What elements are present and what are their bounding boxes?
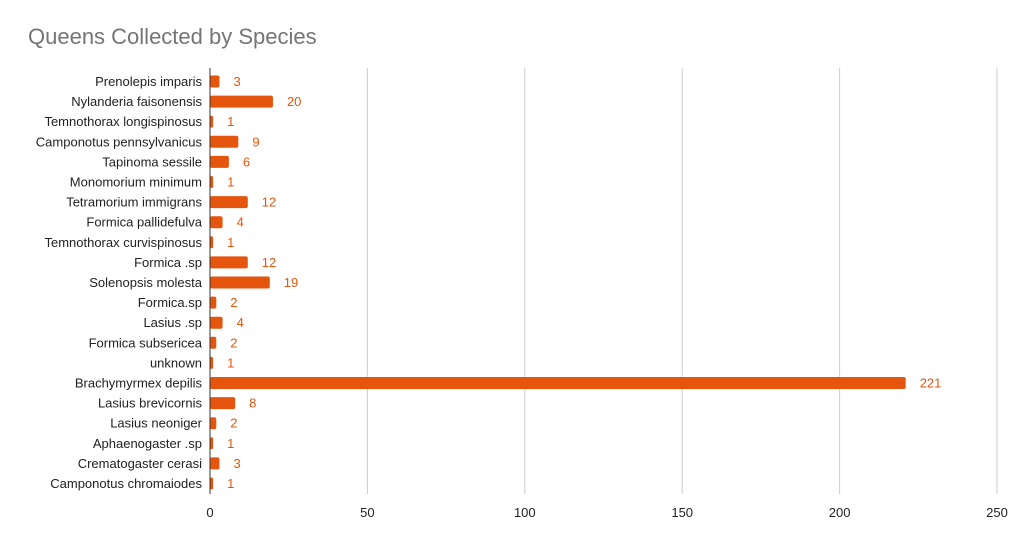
- data-label: 1: [227, 114, 234, 129]
- grid-lines: [367, 68, 997, 494]
- bar: [210, 457, 219, 469]
- data-label: 4: [237, 215, 244, 230]
- data-label: 1: [227, 175, 234, 190]
- category-label: Temnothorax curvispinosus: [44, 235, 202, 250]
- x-axis-ticks: 0 50 100 150 200 250: [206, 505, 1007, 520]
- category-label: Temnothorax longispinosus: [44, 114, 202, 129]
- bar: [210, 397, 235, 409]
- data-label: 20: [287, 94, 301, 109]
- data-label: 2: [230, 295, 237, 310]
- category-label: Lasius neoniger: [110, 416, 202, 431]
- x-tick-label: 50: [360, 505, 374, 520]
- data-label: 1: [227, 436, 234, 451]
- category-label: Crematogaster cerasi: [78, 456, 202, 471]
- category-label: Formica pallidefulva: [86, 215, 202, 230]
- category-label: Tetramorium immigrans: [66, 195, 202, 210]
- data-label: 12: [262, 195, 276, 210]
- bar: [210, 377, 906, 389]
- data-label: 2: [230, 416, 237, 431]
- category-label: Tapinoma sessile: [102, 154, 202, 169]
- category-label: Monomorium minimum: [70, 175, 202, 190]
- data-label: 3: [233, 456, 240, 471]
- bar: [210, 417, 216, 429]
- data-label: 221: [920, 376, 942, 391]
- bar: [210, 196, 248, 208]
- data-label: 1: [227, 476, 234, 491]
- category-label: Camponotus chromaiodes: [50, 476, 202, 491]
- bar: [210, 297, 216, 309]
- category-label: Lasius .sp: [143, 315, 202, 330]
- bar: [210, 337, 216, 349]
- data-label: 1: [227, 235, 234, 250]
- x-tick-label: 200: [829, 505, 851, 520]
- data-label: 1: [227, 355, 234, 370]
- category-label: Lasius brevicornis: [98, 396, 203, 411]
- category-label: Formica .sp: [134, 255, 202, 270]
- category-label: Aphaenogaster .sp: [93, 436, 202, 451]
- data-label: 8: [249, 396, 256, 411]
- data-label: 6: [243, 154, 250, 169]
- bars: [210, 76, 906, 490]
- bar: [210, 76, 219, 88]
- category-label: Formica.sp: [138, 295, 202, 310]
- data-label: 4: [237, 315, 244, 330]
- category-label: Nylanderia faisonensis: [71, 94, 202, 109]
- bar: [210, 156, 229, 168]
- category-label: Prenolepis imparis: [95, 74, 202, 89]
- x-tick-label: 100: [514, 505, 536, 520]
- category-label: Brachymyrmex depilis: [75, 376, 203, 391]
- category-labels: Prenolepis imparis Nylanderia faisonensis…: [36, 74, 203, 491]
- data-label: 19: [284, 275, 298, 290]
- category-label: Solenopsis molesta: [89, 275, 202, 290]
- x-tick-label: 0: [206, 505, 213, 520]
- bar: [210, 317, 223, 329]
- bar: [210, 277, 270, 289]
- data-label: 12: [262, 255, 276, 270]
- category-label: Camponotus pennsylvanicus: [36, 134, 203, 149]
- x-tick-label: 150: [671, 505, 693, 520]
- bar: [210, 256, 248, 268]
- category-label: unknown: [150, 355, 202, 370]
- data-label: 9: [252, 134, 259, 149]
- x-tick-label: 250: [986, 505, 1008, 520]
- category-label: Formica subsericea: [89, 335, 203, 350]
- data-label: 3: [233, 74, 240, 89]
- bar: [210, 216, 223, 228]
- data-label: 2: [230, 335, 237, 350]
- bar: [210, 136, 238, 148]
- bar: [210, 96, 273, 108]
